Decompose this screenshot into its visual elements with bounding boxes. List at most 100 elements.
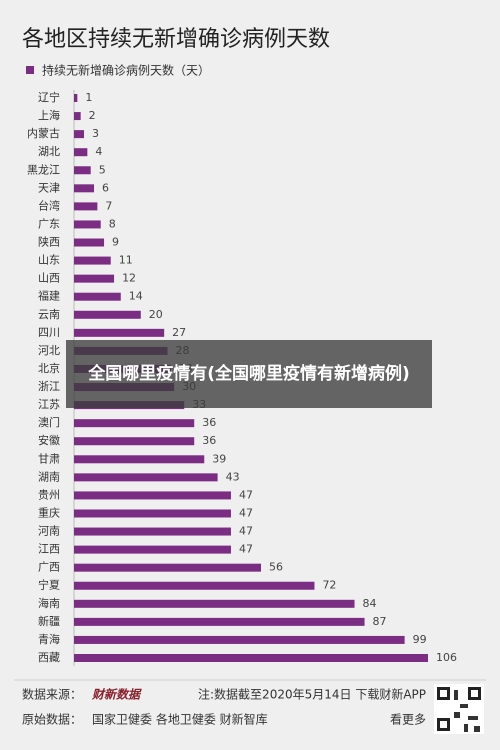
value-label: 36 — [202, 416, 216, 429]
origin-label: 原始数据： — [22, 712, 82, 727]
y-tick-label: 天津 — [38, 181, 60, 194]
value-label: 12 — [122, 272, 136, 285]
bar — [74, 509, 231, 518]
value-label: 4 — [95, 145, 102, 158]
qr-code — [434, 684, 484, 734]
value-label: 72 — [322, 579, 336, 592]
value-label: 2 — [89, 109, 96, 122]
more-link[interactable]: 看更多 — [390, 713, 426, 727]
y-tick-label: 云南 — [38, 308, 60, 321]
bar — [74, 310, 141, 319]
value-label: 47 — [239, 506, 253, 519]
bar — [74, 112, 81, 121]
y-tick-label: 黑龙江 — [27, 163, 60, 176]
y-tick-label: 江西 — [38, 543, 60, 556]
footer-note: 注:数据截至2020年5月14日 下载财新APP — [198, 687, 426, 702]
y-tick-label: 河南 — [38, 525, 60, 538]
value-label: 27 — [172, 326, 186, 339]
bar — [74, 94, 78, 102]
y-tick-label: 陕西 — [38, 235, 60, 249]
y-tick-label: 重庆 — [38, 505, 60, 519]
y-tick-label: 甘肃 — [38, 452, 60, 465]
y-tick-label: 澳门 — [38, 415, 60, 429]
bar — [74, 527, 231, 536]
y-tick-label: 辽宁 — [38, 90, 60, 104]
overlay-box — [66, 340, 432, 408]
y-tick-label: 山西 — [38, 272, 60, 285]
value-label: 6 — [102, 181, 109, 194]
y-tick-label: 河北 — [38, 344, 60, 357]
value-label: 20 — [149, 308, 163, 321]
value-label: 8 — [109, 217, 116, 230]
value-label: 43 — [226, 470, 240, 483]
y-tick-label: 江苏 — [38, 398, 60, 411]
bar — [74, 491, 231, 500]
bar — [74, 617, 365, 626]
value-label: 1 — [85, 91, 92, 104]
y-tick-label: 安徽 — [38, 433, 60, 447]
y-tick-label: 台湾 — [38, 198, 60, 212]
bar — [74, 166, 91, 175]
value-label: 87 — [373, 615, 387, 628]
bar — [74, 292, 121, 301]
y-tick-label: 福建 — [38, 289, 60, 303]
y-tick-label: 湖南 — [38, 470, 60, 483]
value-label: 39 — [212, 452, 226, 465]
value-label: 3 — [92, 127, 99, 140]
y-tick-label: 青海 — [38, 632, 60, 646]
legend-swatch — [26, 66, 34, 74]
bar — [74, 545, 231, 554]
y-tick-label: 贵州 — [38, 488, 60, 501]
y-tick-label: 广西 — [38, 561, 60, 574]
source-logo: 财新数据 — [91, 688, 142, 702]
value-label: 47 — [239, 488, 253, 501]
bar — [74, 654, 428, 662]
value-label: 7 — [105, 199, 112, 212]
value-label: 56 — [269, 561, 283, 574]
y-tick-label: 湖北 — [38, 145, 60, 158]
value-label: 36 — [202, 434, 216, 447]
value-label: 11 — [119, 254, 133, 267]
bar — [74, 437, 195, 446]
bar — [74, 184, 95, 193]
value-label: 14 — [129, 290, 143, 303]
value-label: 99 — [413, 633, 427, 646]
bar — [74, 473, 218, 482]
bar — [74, 455, 205, 464]
y-tick-label: 浙江 — [38, 380, 60, 393]
y-tick-label: 内蒙古 — [27, 126, 60, 140]
bar — [74, 238, 105, 247]
value-label: 106 — [436, 651, 457, 664]
chart-title: 各地区持续无新增确诊病例天数 — [22, 27, 330, 52]
y-tick-label: 广东 — [38, 217, 60, 230]
y-tick-label: 新疆 — [38, 614, 60, 628]
bar — [74, 419, 195, 428]
bar — [74, 148, 88, 157]
bar — [74, 599, 355, 608]
origin-text: 国家卫健委 各地卫健委 财新智库 — [92, 712, 268, 727]
value-label: 47 — [239, 543, 253, 556]
value-label: 84 — [363, 597, 377, 610]
y-tick-label: 上海 — [38, 108, 60, 122]
source-label: 数据来源： — [22, 687, 82, 702]
y-tick-label: 北京 — [38, 361, 60, 375]
y-tick-label: 山东 — [38, 254, 60, 267]
overlay-caption: 全国哪里疫情有(全国哪里疫情有新增病例) — [88, 364, 410, 384]
value-label: 5 — [99, 163, 106, 176]
bar — [74, 256, 111, 265]
bar — [74, 130, 85, 139]
bar — [74, 220, 101, 229]
legend-label: 持续无新增确诊病例天数（天） — [42, 63, 210, 78]
bar — [74, 328, 165, 337]
bar — [74, 581, 315, 590]
y-tick-label: 宁夏 — [38, 578, 60, 592]
bar — [74, 274, 115, 283]
bar — [74, 202, 98, 211]
value-label: 9 — [112, 236, 119, 249]
bar — [74, 635, 405, 644]
value-label: 47 — [239, 525, 253, 538]
bar — [74, 563, 262, 572]
y-tick-label: 四川 — [38, 326, 60, 339]
y-tick-label: 西藏 — [38, 651, 60, 664]
